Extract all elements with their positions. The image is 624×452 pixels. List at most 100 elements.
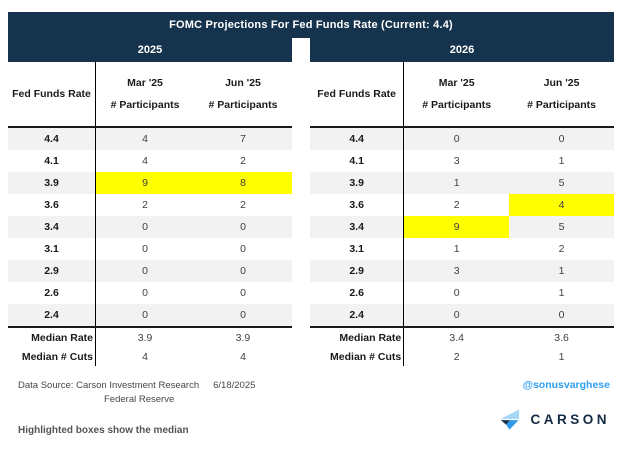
table-row: 4.1 3 1 xyxy=(310,150,614,172)
rate-cell: 2.6 xyxy=(310,282,405,304)
participants-cell: 0 xyxy=(142,243,148,255)
rate-cell: 2.4 xyxy=(310,304,405,326)
footer-right: @sonusvarghese CARSON xyxy=(498,379,610,436)
participants-cell: 0 xyxy=(240,243,246,255)
participants-cell: 0 xyxy=(240,221,246,233)
rate-cell: 2.9 xyxy=(310,260,405,282)
median-cuts-value: 4 xyxy=(240,350,246,363)
median-section: Median Rate 3.4 3.6 Median # Cuts 2 1 xyxy=(310,326,614,366)
participants-cell: 2 xyxy=(453,199,460,211)
carson-logo: CARSON xyxy=(498,408,610,431)
median-rate-label: Median Rate xyxy=(310,328,405,347)
participants-label: # Participants xyxy=(208,99,278,111)
rate-cell: 3.6 xyxy=(310,194,405,216)
rate-cell: 3.1 xyxy=(310,238,405,260)
footer-left: Data Source: Carson Investment Research 6… xyxy=(18,379,255,436)
table-row: 4.4 4 7 xyxy=(8,128,292,150)
participants-cell: 2 xyxy=(142,199,148,211)
median-rate-row: Median Rate 3.4 3.6 xyxy=(310,328,614,347)
year-header-row: 2025 2026 xyxy=(8,38,614,62)
participants-cell: 7 xyxy=(240,133,246,145)
table-row: 2.6 0 0 xyxy=(8,282,292,304)
table-row: 2.9 0 0 xyxy=(8,260,292,282)
data-source-date: 6/18/2025 xyxy=(213,380,256,391)
participants-cell: 2 xyxy=(558,243,565,255)
participants-cell: 0 xyxy=(240,309,246,321)
table-row: 3.6 2 2 xyxy=(8,194,292,216)
data-source: Data Source: Carson Investment Research 6… xyxy=(18,379,255,408)
participants-label: # Participants xyxy=(110,99,180,111)
participants-label: # Participants xyxy=(422,99,492,111)
participants-cell: 0 xyxy=(558,309,565,321)
median-cuts-value: 2 xyxy=(453,350,460,363)
participants-cell: 1 xyxy=(558,155,565,167)
participants-cell: 8 xyxy=(194,172,292,194)
footer: Data Source: Carson Investment Research 6… xyxy=(8,379,614,436)
table-header: Fed Funds Rate Mar '25 # Participants Ju… xyxy=(8,62,292,128)
data-source-line2: Federal Reserve xyxy=(104,394,175,406)
participants-cell: 3 xyxy=(453,265,460,277)
year-header-2025: 2025 xyxy=(8,38,292,62)
carson-chevron-icon xyxy=(498,408,521,431)
rate-cell: 3.1 xyxy=(8,238,97,260)
participants-cell: 5 xyxy=(558,221,565,233)
mar-column-header: Mar '25 # Participants xyxy=(96,62,194,126)
data-source-label: Data Source: Carson Investment Research xyxy=(18,380,200,391)
participants-cell: 9 xyxy=(96,172,194,194)
rate-cell: 2.9 xyxy=(8,260,97,282)
participants-label: # Participants xyxy=(527,99,596,111)
carson-wordmark: CARSON xyxy=(530,412,610,427)
table-row: 4.4 0 0 xyxy=(310,128,614,150)
participants-cell: 0 xyxy=(240,265,246,277)
table-row: 2.6 0 1 xyxy=(310,282,614,304)
rate-column-header: Fed Funds Rate xyxy=(310,62,405,126)
period-label: Mar '25 xyxy=(127,77,163,89)
participants-cell: 0 xyxy=(453,309,460,321)
median-note: Highlighted boxes show the median xyxy=(18,424,189,436)
median-cuts-row: Median # Cuts 2 1 xyxy=(310,347,614,366)
table-row: 4.1 4 2 xyxy=(8,150,292,172)
participants-cell: 1 xyxy=(558,287,565,299)
median-rate-label: Median Rate xyxy=(8,328,97,347)
social-handle: @sonusvarghese xyxy=(522,379,610,391)
rate-cell: 4.4 xyxy=(8,128,97,150)
participants-cell: 9 xyxy=(404,216,510,238)
period-label: Jun '25 xyxy=(543,77,580,89)
rate-column-header: Fed Funds Rate xyxy=(8,62,97,126)
participants-cell: 0 xyxy=(558,133,565,145)
table-row: 3.1 0 0 xyxy=(8,238,292,260)
median-section: Median Rate 3.9 3.9 Median # Cuts 4 4 xyxy=(8,326,292,366)
table-row: 3.9 1 5 xyxy=(310,172,614,194)
participants-cell: 0 xyxy=(453,287,460,299)
rate-cell: 4.4 xyxy=(310,128,405,150)
median-rate-row: Median Rate 3.9 3.9 xyxy=(8,328,292,347)
median-rate-value: 3.9 xyxy=(137,331,153,344)
projection-table-2026: Fed Funds Rate Mar '25 # Participants Ju… xyxy=(310,62,614,366)
tables-container: Fed Funds Rate Mar '25 # Participants Ju… xyxy=(8,62,614,366)
rate-cell: 3.4 xyxy=(310,216,405,238)
participants-cell: 1 xyxy=(558,265,565,277)
median-rate-value: 3.4 xyxy=(449,331,464,344)
jun-column-header: Jun '25 # Participants xyxy=(194,62,292,126)
participants-cell: 4 xyxy=(509,194,614,216)
rate-cell: 4.1 xyxy=(8,150,97,172)
participants-cell: 3 xyxy=(453,155,460,167)
median-rate-value: 3.9 xyxy=(235,331,251,344)
fomc-projections-page: FOMC Projections For Fed Funds Rate (Cur… xyxy=(8,12,614,436)
table-row: 2.4 0 0 xyxy=(8,304,292,326)
table-header: Fed Funds Rate Mar '25 # Participants Ju… xyxy=(310,62,614,128)
participants-cell: 2 xyxy=(240,155,246,167)
participants-cell: 0 xyxy=(142,221,148,233)
table-row: 3.6 2 4 xyxy=(310,194,614,216)
participants-cell: 1 xyxy=(453,243,460,255)
rate-cell: 4.1 xyxy=(310,150,405,172)
median-cuts-value: 1 xyxy=(558,350,565,363)
rate-cell: 3.9 xyxy=(310,172,405,194)
table-body: 4.4 4 7 4.1 4 2 3.9 9 8 3.6 2 2 3.4 0 0 3.1 0 0 2.9 0 0 2.6 0 0… xyxy=(8,128,292,326)
rate-cell: 3.6 xyxy=(8,194,97,216)
participants-cell: 4 xyxy=(142,155,148,167)
participants-cell: 1 xyxy=(453,177,460,189)
median-cuts-label: Median # Cuts xyxy=(8,347,97,366)
rate-cell: 2.6 xyxy=(8,282,97,304)
year-header-2026: 2026 xyxy=(310,38,614,62)
